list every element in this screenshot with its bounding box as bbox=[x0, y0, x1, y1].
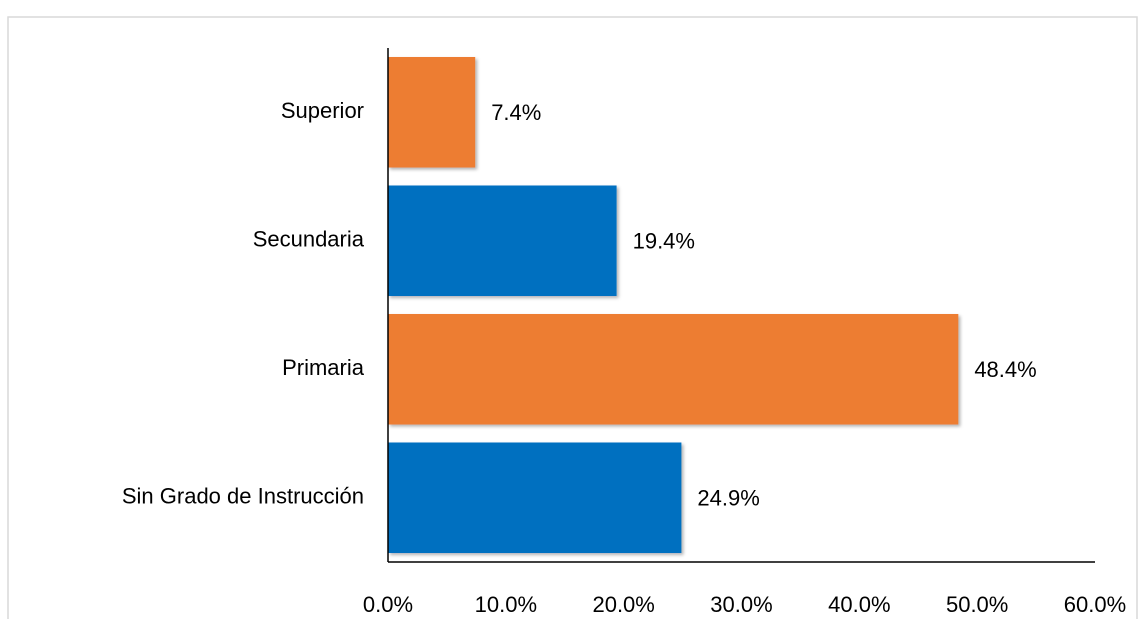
x-tick-label: 10.0% bbox=[475, 592, 537, 617]
bar bbox=[388, 313, 959, 425]
x-tick-label: 50.0% bbox=[946, 592, 1008, 617]
y-tick-label: Sin Grado de Instrucción bbox=[122, 484, 364, 509]
x-tick-label: 30.0% bbox=[710, 592, 772, 617]
data-label: 7.4% bbox=[491, 100, 541, 125]
data-label: 48.4% bbox=[974, 357, 1036, 382]
data-label: 24.9% bbox=[697, 486, 759, 511]
y-tick-label: Secundaria bbox=[253, 227, 365, 252]
bar bbox=[388, 185, 617, 297]
bar bbox=[388, 56, 476, 168]
x-tick-label: 0.0% bbox=[363, 592, 413, 617]
x-tick-label: 60.0% bbox=[1064, 592, 1126, 617]
y-tick-label: Superior bbox=[281, 98, 364, 123]
y-tick-label: Primaria bbox=[282, 355, 365, 380]
bar bbox=[388, 442, 682, 554]
chart-frame bbox=[7, 16, 1138, 619]
data-label: 19.4% bbox=[633, 229, 695, 254]
x-tick-label: 20.0% bbox=[592, 592, 654, 617]
x-tick-label: 40.0% bbox=[828, 592, 890, 617]
